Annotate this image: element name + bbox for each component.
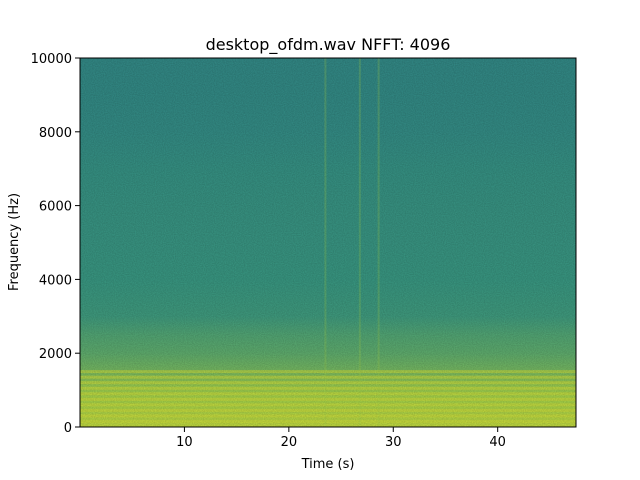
y-tick-label: 4000 xyxy=(39,273,72,288)
noise-texture xyxy=(80,58,576,427)
x-tick-label: 10 xyxy=(176,435,193,450)
x-axis-label: Time (s) xyxy=(301,457,355,472)
chart-title: desktop_ofdm.wav NFFT: 4096 xyxy=(206,35,451,55)
y-tick-label: 2000 xyxy=(39,347,72,362)
y-axis-label: Frequency (Hz) xyxy=(7,193,22,291)
y-tick-label: 8000 xyxy=(39,126,72,141)
y-tick-label: 10000 xyxy=(31,52,72,67)
x-tick-label: 20 xyxy=(281,435,298,450)
x-axis-ticks: 10 20 30 40 xyxy=(176,427,506,450)
axes-frame xyxy=(79,57,577,428)
x-tick-label: 30 xyxy=(385,435,402,450)
y-tick-label: 6000 xyxy=(39,200,72,215)
spectrogram-plot-area xyxy=(80,58,576,427)
y-axis-ticks: 0 2000 4000 6000 8000 10000 xyxy=(31,52,80,436)
y-tick-label: 0 xyxy=(64,421,72,436)
x-tick-label: 40 xyxy=(489,435,506,450)
